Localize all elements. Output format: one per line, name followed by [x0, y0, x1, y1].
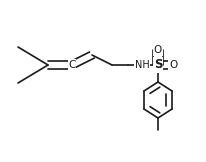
Text: NH: NH — [135, 60, 149, 70]
Text: S: S — [154, 58, 162, 71]
Text: O: O — [169, 60, 177, 70]
Text: O: O — [154, 45, 162, 55]
Text: C: C — [68, 60, 76, 70]
